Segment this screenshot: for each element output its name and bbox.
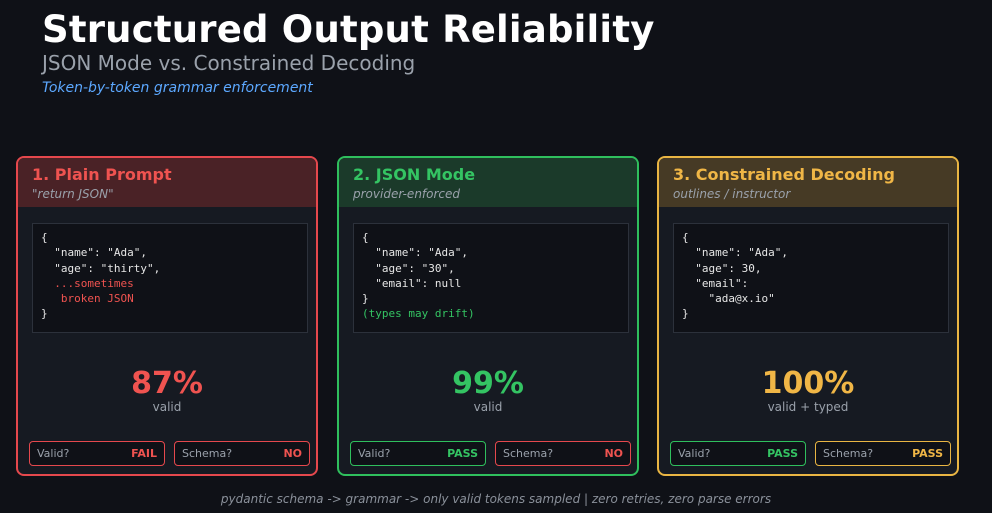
code-line: } bbox=[682, 307, 689, 321]
badge-value: PASS bbox=[912, 447, 943, 460]
validity-stat-label: valid bbox=[152, 400, 182, 414]
badge-value: NO bbox=[283, 447, 302, 460]
valid-badge: Valid? PASS bbox=[350, 441, 486, 466]
validity-stat-label: valid + typed bbox=[767, 400, 849, 414]
card-title: 2. JSON Mode bbox=[353, 165, 476, 184]
card-constrained-decoding: 3. Constrained Decoding outlines / instr… bbox=[657, 156, 959, 476]
code-line: "name": "Ada", bbox=[362, 246, 468, 260]
badge-label: Valid? bbox=[678, 447, 711, 460]
schema-badge: Schema? NO bbox=[495, 441, 631, 466]
code-block: { "name": "Ada", "age": 30, "email": "ad… bbox=[673, 223, 949, 333]
code-line-warning: broken JSON bbox=[41, 292, 134, 306]
valid-badge: Valid? PASS bbox=[670, 441, 806, 466]
validity-stat-label: valid bbox=[473, 400, 503, 414]
page-title: Structured Output Reliability bbox=[42, 8, 655, 51]
badge-label: Schema? bbox=[503, 447, 554, 460]
card-header: 1. Plain Prompt "return JSON" bbox=[18, 158, 316, 207]
code-line: "name": "Ada", bbox=[682, 246, 788, 260]
validity-stat: 99% bbox=[452, 366, 524, 401]
badge-value: PASS bbox=[767, 447, 798, 460]
code-line: { bbox=[362, 231, 369, 244]
badge-value: NO bbox=[604, 447, 623, 460]
badge-value: PASS bbox=[447, 447, 478, 460]
card-subtitle: provider-enforced bbox=[353, 187, 461, 201]
code-line: "email": bbox=[682, 276, 749, 290]
badge-value: FAIL bbox=[131, 447, 157, 460]
badge-label: Valid? bbox=[358, 447, 391, 460]
card-header: 3. Constrained Decoding outlines / instr… bbox=[659, 158, 957, 207]
code-line: "email": null bbox=[362, 276, 462, 290]
code-block: { "name": "Ada", "age": "thirty", ...som… bbox=[32, 223, 308, 333]
card-json-mode: 2. JSON Mode provider-enforced { "name":… bbox=[337, 156, 639, 476]
valid-badge: Valid? FAIL bbox=[29, 441, 165, 466]
page-subtitle: JSON Mode vs. Constrained Decoding bbox=[42, 51, 416, 75]
code-line: { bbox=[41, 231, 48, 244]
code-line: } bbox=[362, 292, 369, 306]
validity-stat: 87% bbox=[131, 366, 203, 401]
code-line: "age": "thirty", bbox=[41, 261, 161, 275]
card-header: 2. JSON Mode provider-enforced bbox=[339, 158, 637, 207]
code-line: "age": "30", bbox=[362, 261, 455, 275]
badge-label: Schema? bbox=[182, 447, 233, 460]
card-title: 1. Plain Prompt bbox=[32, 165, 172, 184]
schema-badge: Schema? NO bbox=[174, 441, 310, 466]
card-subtitle: outlines / instructor bbox=[673, 187, 791, 201]
code-line-warning: ...sometimes bbox=[41, 276, 134, 290]
schema-badge: Schema? PASS bbox=[815, 441, 951, 466]
code-line: } bbox=[41, 307, 48, 321]
badge-label: Valid? bbox=[37, 447, 70, 460]
code-line-note: (types may drift) bbox=[362, 307, 475, 321]
card-plain-prompt: 1. Plain Prompt "return JSON" { "name": … bbox=[16, 156, 318, 476]
footer-note: pydantic schema -> grammar -> only valid… bbox=[220, 492, 772, 506]
card-subtitle: "return JSON" bbox=[32, 187, 114, 201]
page-tagline: Token-by-token grammar enforcement bbox=[42, 80, 313, 96]
code-block: { "name": "Ada", "age": "30", "email": n… bbox=[353, 223, 629, 333]
validity-stat: 100% bbox=[761, 366, 855, 401]
code-line: "ada@x.io" bbox=[682, 292, 775, 306]
code-line: "age": 30, bbox=[682, 261, 762, 275]
badge-label: Schema? bbox=[823, 447, 874, 460]
code-line: "name": "Ada", bbox=[41, 246, 147, 260]
code-line: { bbox=[682, 231, 689, 244]
card-title: 3. Constrained Decoding bbox=[673, 165, 895, 184]
